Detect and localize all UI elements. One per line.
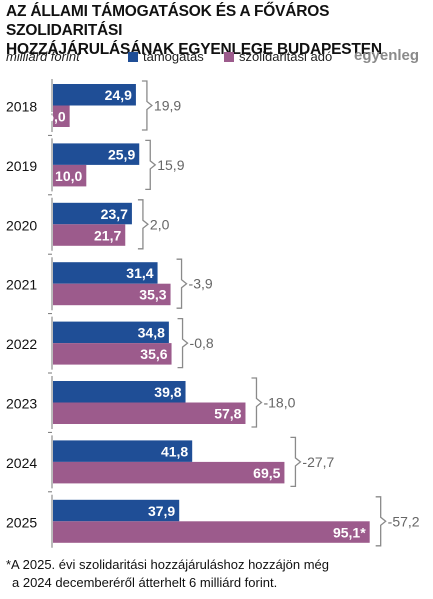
year-label-2021: 2021: [6, 277, 37, 293]
year-label-2023: 2023: [6, 396, 37, 412]
legend-label-support: támogatás: [143, 49, 204, 64]
bar-support-2020: [53, 202, 132, 225]
balance-label-2018: 19,9: [154, 98, 181, 114]
bar-tax-2018: [53, 105, 70, 127]
unit-label: milliárd forint: [6, 49, 80, 64]
label-tax-2022: 35,6: [140, 346, 167, 362]
balance-label-2022: -0,8: [190, 335, 214, 351]
year-label-2022: 2022: [6, 336, 37, 352]
chart-title-line-1: AZ ÁLLAMI TÁMOGATÁSOK ÉS A FŐVÁROS SZOLI…: [6, 3, 330, 39]
label-tax-2021: 35,3: [139, 287, 166, 303]
balance-label-2021: -3,9: [189, 276, 213, 292]
balance-bracket-2024: [290, 436, 302, 488]
label-tax-2020: 21,7: [94, 227, 121, 243]
balance-label-2024: -27,7: [302, 454, 334, 470]
legend-label-balance: egyenleg: [354, 47, 420, 64]
balance-label-2023: -18,0: [263, 395, 295, 411]
label-support-2020: 23,7: [101, 206, 128, 222]
bar-support-2023: [53, 381, 186, 403]
bar-support-2024: [53, 440, 193, 462]
label-tax-2019: 10,0: [55, 168, 82, 184]
legend-item-support: támogatás: [128, 49, 204, 64]
chart-title-line-2: HOZZÁJÁRULÁSÁNAK EGYENLEGE BUDAPESTEN: [6, 41, 382, 58]
legend-label-tax: szolidaritási adó: [239, 49, 333, 64]
bar-tax-2022: [53, 343, 172, 365]
label-support-2022: 34,8: [138, 325, 165, 341]
label-tax-2018: 5,0: [46, 109, 66, 125]
bar-support-2021: [53, 262, 158, 284]
label-tax-2024: 69,5: [253, 465, 280, 481]
balance-bracket-2019: [145, 139, 157, 191]
balance-bracket-2022: [177, 317, 189, 369]
bar-tax-2024: [53, 461, 285, 484]
footnote-line-2: a 2024 decemberéről átterhelt 6 milliárd…: [12, 575, 278, 590]
year-label-2024: 2024: [6, 455, 37, 471]
bar-support-2018: [53, 84, 136, 106]
label-support-2024: 41,8: [161, 443, 188, 459]
label-support-2021: 31,4: [126, 265, 153, 281]
label-support-2023: 39,8: [154, 384, 181, 400]
footnote: *A 2025. évi szolidaritási hozzájárulásh…: [6, 556, 431, 592]
year-label-2019: 2019: [6, 158, 37, 174]
bar-tax-2025: [53, 521, 370, 543]
balance-label-2025: -57,2: [388, 513, 420, 529]
bar-support-2019: [53, 143, 140, 165]
balance-bracket-2020: [137, 199, 149, 250]
bar-tax-2021: [53, 283, 171, 306]
balance-bracket-2018: [141, 80, 153, 131]
legend-swatch-support: [128, 51, 138, 62]
balance-bracket-2025: [375, 496, 387, 547]
balance-bracket-2021: [176, 258, 188, 309]
label-support-2025: 37,9: [148, 503, 175, 519]
bar-support-2025: [53, 499, 180, 522]
chart-title: AZ ÁLLAMI TÁMOGATÁSOK ÉS A FŐVÁROS SZOLI…: [6, 2, 431, 59]
balance-label-2019: 15,9: [157, 157, 184, 173]
year-label-2025: 2025: [6, 514, 37, 530]
bar-support-2022: [53, 321, 169, 344]
label-support-2019: 25,9: [108, 146, 135, 162]
label-tax-2023: 57,8: [214, 406, 241, 422]
year-label-2020: 2020: [6, 217, 37, 233]
bar-tax-2019: [53, 164, 87, 187]
balance-label-2020: 2,0: [150, 216, 170, 232]
balance-bracket-2023: [251, 377, 263, 428]
year-label-2018: 2018: [6, 99, 37, 115]
bar-tax-2023: [53, 402, 246, 424]
bar-tax-2020: [53, 224, 126, 246]
legend-swatch-tax: [224, 51, 234, 62]
label-tax-2025: 95,1*: [333, 524, 366, 540]
legend-item-tax: szolidaritási adó: [224, 49, 332, 64]
label-support-2018: 24,9: [105, 87, 132, 103]
footnote-line-1: *A 2025. évi szolidaritási hozzájárulásh…: [6, 557, 330, 572]
